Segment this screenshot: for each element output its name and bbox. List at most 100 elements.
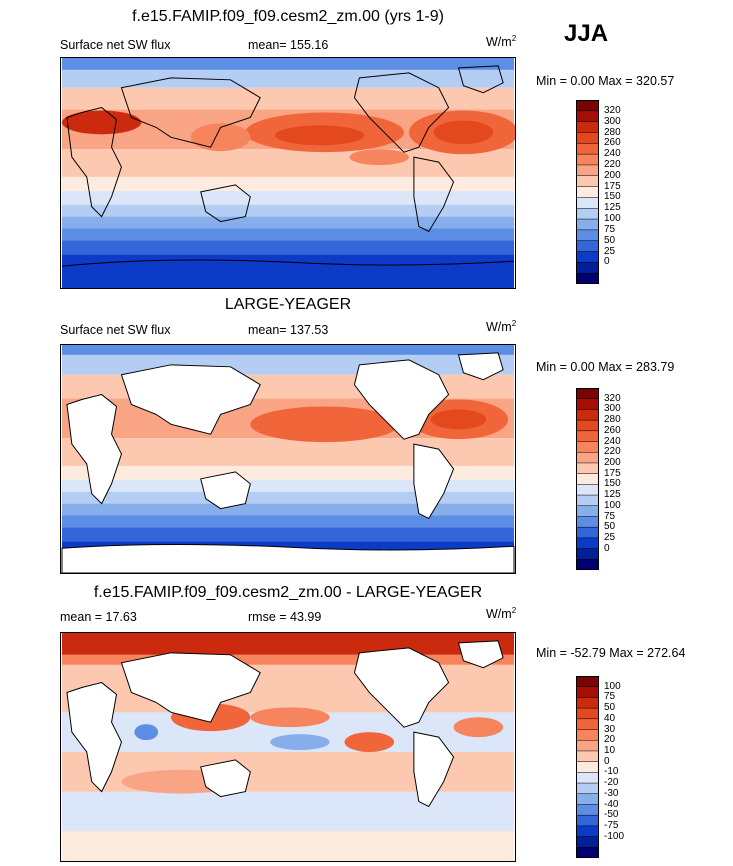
panel-1-units: W/m2	[486, 34, 517, 50]
panel-1-left-label: Surface net SW flux	[60, 38, 171, 52]
colorbar-swatch	[576, 121, 599, 134]
colorbar-tick-label: -100	[604, 830, 625, 842]
panel-3-title: f.e15.FAMIP.f09_f09.cesm2_zm.00 - LARGE-…	[93, 584, 483, 601]
colorbar-swatch	[576, 676, 599, 688]
colorbar-tick-label: 25	[604, 531, 616, 543]
colorbar-swatch	[576, 772, 599, 784]
colorbar-swatch	[576, 100, 599, 112]
colorbar-swatch	[576, 718, 599, 731]
colorbar-tick-label: 260	[604, 424, 621, 436]
colorbar-swatch	[576, 537, 599, 550]
panel-1-colorbar-svg	[576, 100, 599, 284]
panel-2-units: W/m2	[486, 319, 517, 335]
panel-2-colorbar	[576, 388, 599, 570]
colorbar-swatch	[576, 729, 599, 741]
colorbar-swatch	[576, 262, 599, 274]
colorbar-swatch	[576, 484, 599, 496]
colorbar-swatch	[576, 739, 599, 752]
panel-2-minmax: Min = 0.00 Max = 283.79	[536, 360, 675, 374]
colorbar-tick-label: 220	[604, 158, 621, 170]
panel-3-mean-label: mean = 17.63	[60, 610, 137, 624]
colorbar-tick-label: -75	[604, 819, 619, 831]
colorbar-swatch	[576, 132, 599, 144]
colorbar-tick-label: 300	[604, 115, 621, 127]
colorbar-tick-label: 50	[604, 234, 616, 246]
panel-3-minmax: Min = -52.79 Max = 272.64	[536, 646, 686, 660]
colorbar-tick-label: 100	[604, 213, 621, 225]
panel-1-title: f.e15.FAMIP.f09_f09.cesm2_zm.00 (yrs 1-9…	[132, 8, 444, 25]
colorbar-swatch	[576, 186, 599, 198]
colorbar-swatch	[576, 251, 599, 263]
colorbar-tick-label: 280	[604, 126, 621, 138]
panel-2-title: LARGE-YEAGER	[224, 296, 352, 313]
colorbar-swatch	[576, 272, 599, 284]
colorbar-swatch	[576, 526, 599, 539]
colorbar-swatch	[576, 793, 599, 806]
colorbar-swatch	[576, 847, 599, 858]
colorbar-swatch	[576, 164, 599, 177]
colorbar-tick-label: 150	[604, 478, 621, 490]
colorbar-swatch	[576, 825, 599, 838]
colorbar-swatch	[576, 761, 599, 773]
panel-1-map	[60, 57, 516, 289]
panel-3-rmse-label: rmse = 43.99	[248, 610, 322, 624]
colorbar-tick-label: 50	[604, 521, 616, 533]
colorbar-tick-label: 125	[604, 489, 621, 501]
colorbar-swatch	[576, 697, 599, 709]
colorbar-tick-label: 75	[604, 510, 616, 522]
colorbar-swatch	[576, 505, 599, 518]
colorbar-swatch	[576, 804, 599, 816]
panel-1-mean-label: mean= 155.16	[248, 38, 329, 52]
colorbar-swatch	[576, 110, 599, 123]
colorbar-swatch	[576, 197, 599, 209]
colorbar-tick-label: 200	[604, 169, 621, 181]
colorbar-tick-label: 280	[604, 414, 621, 426]
colorbar-tick-label: -20	[604, 777, 619, 789]
colorbar-tick-label: 240	[604, 435, 621, 447]
colorbar-tick-label: 125	[604, 202, 621, 214]
colorbar-tick-label: 0	[604, 542, 610, 554]
colorbar-swatch	[576, 451, 599, 464]
colorbar-tick-label: -50	[604, 809, 619, 821]
colorbar-swatch	[576, 419, 599, 432]
panel-3-units: W/m2	[486, 606, 517, 622]
colorbar-swatch	[576, 814, 599, 827]
colorbar-tick-label: 150	[604, 191, 621, 203]
colorbar-swatch	[576, 750, 599, 763]
colorbar-swatch	[576, 473, 599, 485]
colorbar-tick-label: 320	[604, 104, 621, 116]
colorbar-tick-label: 10	[604, 744, 616, 756]
panel-3-colorbar	[576, 676, 599, 858]
colorbar-swatch	[576, 409, 599, 421]
colorbar-swatch	[576, 559, 599, 570]
colorbar-swatch	[576, 143, 599, 155]
colorbar-swatch	[576, 836, 599, 848]
season-label: JJA	[564, 20, 609, 47]
colorbar-tick-label: 175	[604, 467, 621, 479]
colorbar-swatch	[576, 494, 599, 507]
colorbar-tick-label: 0	[604, 755, 610, 767]
colorbar-tick-label: -40	[604, 798, 619, 810]
colorbar-tick-label: 75	[604, 223, 616, 235]
colorbar-tick-label: 25	[604, 245, 616, 257]
panel-1-colorbar	[576, 100, 599, 284]
colorbar-tick-label: 260	[604, 137, 621, 149]
colorbar-swatch	[576, 218, 599, 231]
colorbar-swatch	[576, 175, 599, 188]
colorbar-tick-label: 20	[604, 734, 616, 746]
panel-2-colorbar-svg	[576, 388, 599, 570]
panel-3-colorbar-svg	[576, 676, 599, 858]
colorbar-swatch	[576, 229, 599, 242]
colorbar-tick-label: 100	[604, 680, 621, 692]
colorbar-tick-label: 200	[604, 456, 621, 468]
colorbar-swatch	[576, 782, 599, 795]
colorbar-tick-label: 0	[604, 256, 610, 268]
colorbar-swatch	[576, 388, 599, 400]
colorbar-swatch	[576, 707, 599, 720]
colorbar-tick-label: 30	[604, 723, 616, 735]
colorbar-swatch	[576, 548, 599, 560]
panel-3-map	[60, 632, 516, 862]
panel-2-mean-label: mean= 137.53	[248, 323, 329, 337]
colorbar-swatch	[576, 240, 599, 253]
colorbar-swatch	[576, 398, 599, 410]
